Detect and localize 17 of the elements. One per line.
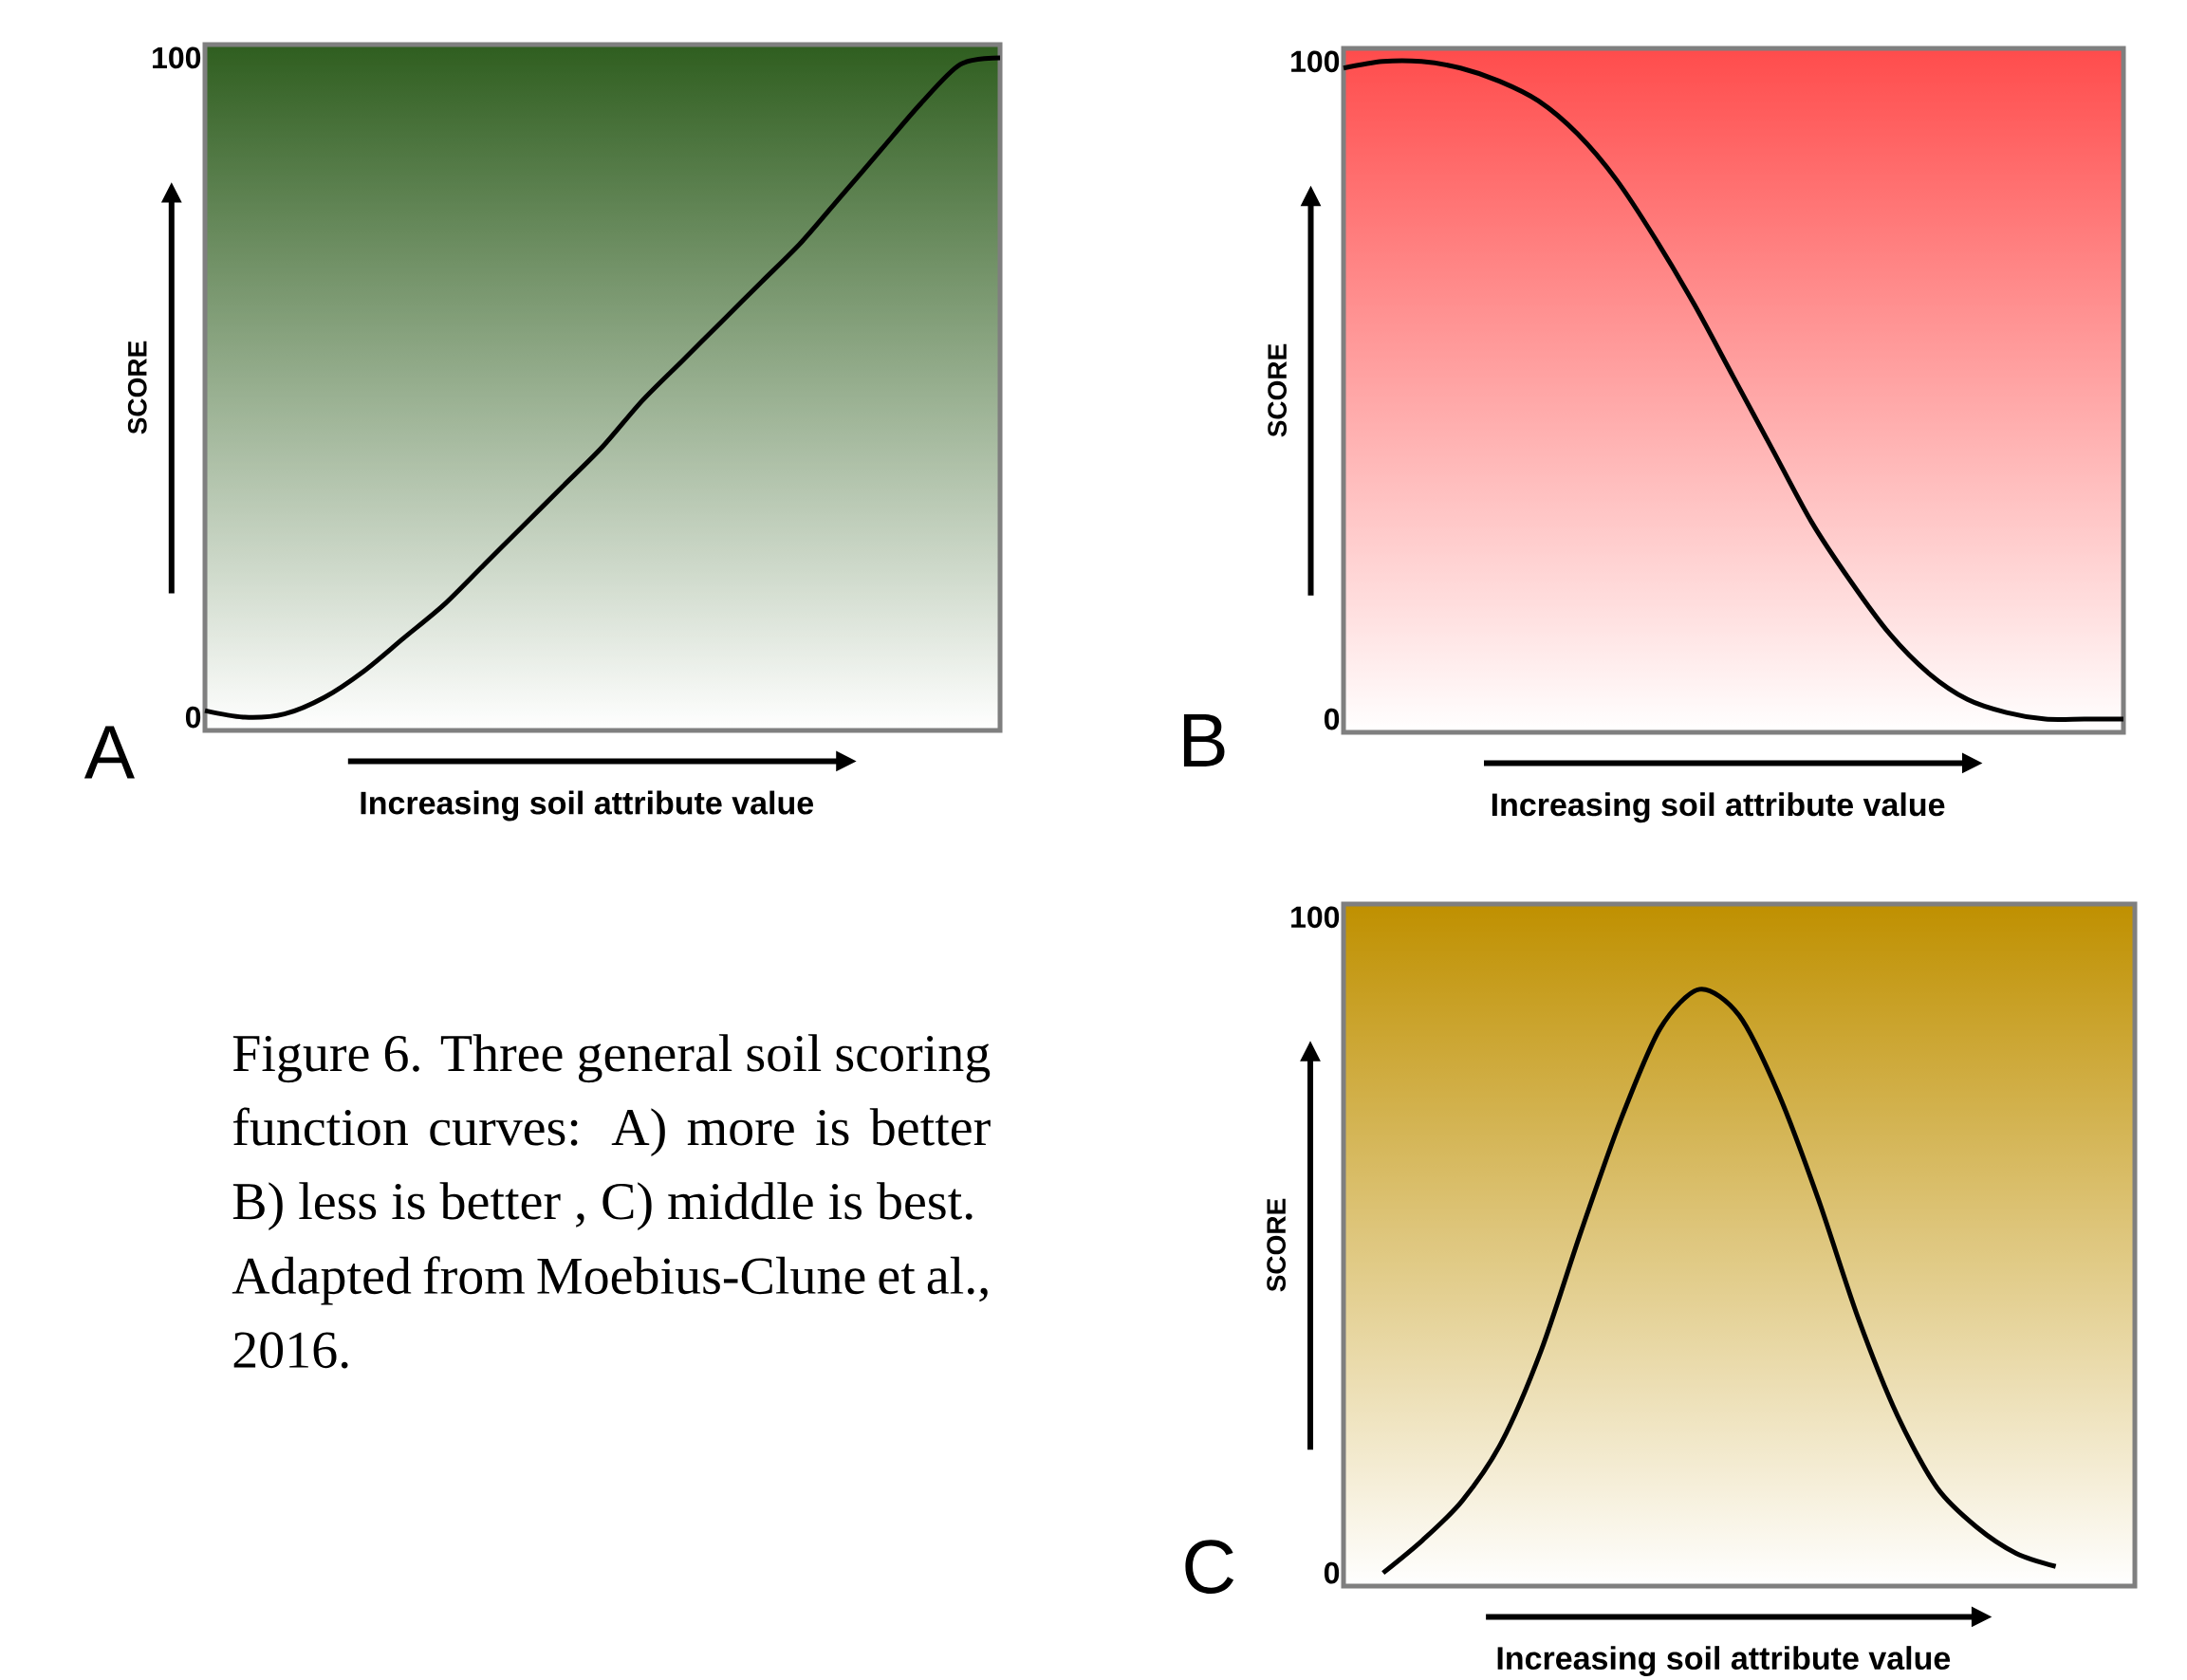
y-tick-label: 100 [153,46,201,69]
text: A [83,726,135,779]
y-tick-label: 0 [1324,708,1340,730]
x-axis-title: Increasing soil attribute value [361,790,814,822]
text: B [1183,713,1225,766]
text: C [1185,1540,1234,1594]
y-axis-title: SCORE [1267,1198,1287,1292]
x-axis-title: Increasing soil attribute value [1492,792,1945,823]
x-axis-title: Increasing soil attribute value [1497,1646,1951,1676]
y-axis-title: SCORE [1268,343,1288,437]
y-axis-title: SCORE [127,341,147,434]
caption: Figure 6. Three general soil scoring function curves: A) more is better B) less is better , C) middle is best. [232,1034,991,1230]
y-tick-label: 0 [1324,1561,1340,1584]
y-tick-label: 100 [1291,906,1340,929]
y-tick-label: 100 [1291,50,1340,73]
y-tick-label: 0 [185,706,201,729]
text: Adapted from Moebius-Clune et al., 2016. [232,1256,988,1369]
